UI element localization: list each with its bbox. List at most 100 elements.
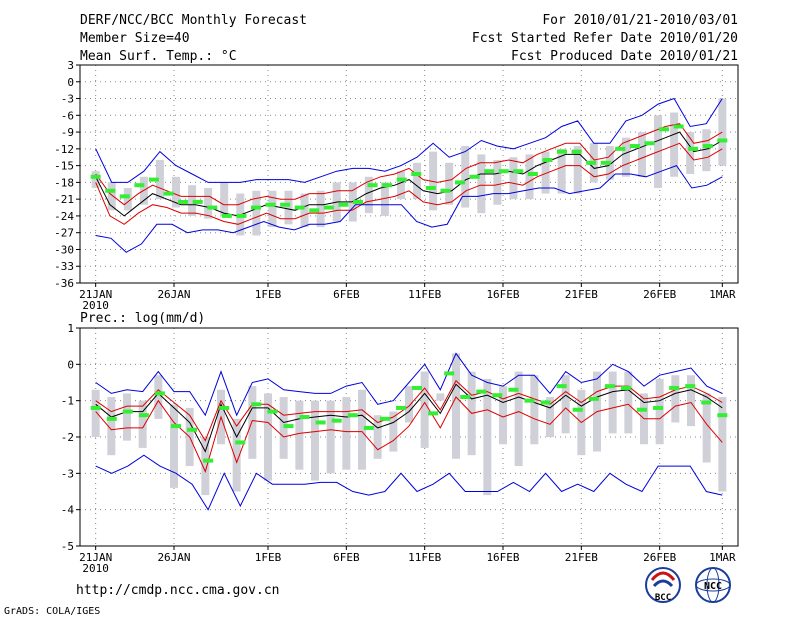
climatology-marker (701, 400, 712, 405)
climatology-marker (508, 387, 519, 392)
climatology-marker (134, 183, 145, 188)
member-range-bar (530, 375, 539, 445)
member-range-bar (461, 146, 470, 208)
climatology-marker (148, 177, 159, 182)
y-tick-label: -27 (54, 227, 74, 240)
member-range-bar (525, 154, 534, 200)
y-tick-label: 0 (67, 76, 74, 89)
climatology-marker (280, 202, 291, 207)
series-lower-spread (95, 396, 723, 473)
climatology-marker (379, 416, 390, 421)
member-range-bar (621, 137, 630, 177)
member-range-bar (608, 371, 617, 434)
member-range-bar (655, 378, 664, 445)
member-range-bar (264, 393, 272, 481)
climatology-marker (221, 213, 232, 218)
climatology-marker (283, 424, 294, 429)
member-range-bar (541, 151, 550, 194)
plot-frame (79, 64, 739, 284)
source-url: http://cmdp.ncc.cma.gov.cn (76, 583, 280, 598)
member-range-bar (252, 190, 261, 236)
x-tick-label: 1FEB (255, 288, 282, 301)
member-range-bar (204, 187, 213, 219)
y-tick-label: -30 (54, 243, 74, 256)
x-tick-label: 16FEB (486, 551, 519, 564)
y-tick-label: -3 (61, 93, 74, 106)
member-range-bar (170, 404, 178, 488)
member-range-bar (420, 371, 429, 448)
climatology-marker (203, 458, 214, 463)
member-range-bar (295, 400, 304, 470)
x-tick-label: 6FEB (333, 551, 360, 564)
member-range-bar (445, 162, 454, 205)
y-tick-label: -6 (61, 109, 74, 122)
climatology-marker (688, 146, 699, 151)
member-range-bar (232, 418, 241, 492)
x-tick-label: 26FEB (643, 551, 676, 564)
member-range-bar (373, 415, 382, 459)
member-range-bar (624, 371, 633, 434)
x-tick-label: 21JAN (79, 551, 112, 564)
member-range-bar (342, 397, 351, 470)
climatology-marker (444, 371, 455, 376)
member-range-bar (670, 112, 679, 177)
climatology-marker (717, 413, 728, 418)
climatology-marker (119, 194, 130, 199)
climatology-marker (395, 405, 406, 410)
ncc-logo-latitude (695, 578, 731, 592)
climatology-marker (572, 407, 583, 412)
member-range-bar (268, 190, 277, 228)
member-range-bar (509, 157, 518, 200)
climatology-marker (556, 384, 567, 389)
fcst-produced-date: Fcst Produced Date 2010/01/21 (511, 49, 738, 64)
climatology-marker (171, 424, 182, 429)
member-range-bar (671, 375, 680, 423)
climatology-marker (455, 180, 466, 185)
member-range-bar (493, 160, 502, 205)
x-tick-label: 1MAR (709, 288, 736, 301)
climatology-marker (178, 199, 189, 204)
climatology-marker (265, 202, 276, 207)
member-range-bar (546, 397, 554, 437)
member-range-bar (413, 162, 422, 200)
climatology-marker (460, 395, 471, 400)
x-tick-label: 1MAR (709, 551, 736, 564)
climatology-marker (106, 416, 117, 421)
y-tick-label: -5 (61, 540, 74, 553)
x-tick-label: 26JAN (157, 551, 190, 564)
member-range-bar (172, 176, 181, 208)
y-tick-label: -1 (61, 395, 74, 408)
climatology-marker (717, 138, 728, 143)
climatology-marker (440, 188, 451, 193)
series-ensemble-mean (95, 131, 723, 217)
climatology-marker (659, 127, 670, 132)
climatology-marker (557, 149, 568, 154)
series-upper-spread (95, 379, 723, 442)
x-tick-label: 11FEB (408, 551, 441, 564)
climatology-marker (669, 385, 680, 390)
climatology-marker (315, 420, 326, 425)
climatology-marker (644, 141, 655, 146)
climatology-marker (524, 398, 535, 403)
climatology-marker (219, 405, 230, 410)
climatology-marker (347, 413, 358, 418)
climatology-marker (251, 402, 262, 407)
member-range-bar (499, 386, 507, 445)
x-year-label: 2010 (82, 299, 109, 312)
member-range-bar (123, 393, 131, 441)
climatology-marker (236, 213, 247, 218)
y-tick-label: -18 (54, 176, 74, 189)
climatology-marker (382, 183, 393, 188)
climatology-marker (571, 149, 582, 154)
climatology-marker (309, 208, 320, 213)
climatology-marker (207, 205, 218, 210)
x-tick-label: 26FEB (643, 288, 676, 301)
member-range-bar (248, 386, 257, 459)
ncc-logo-text: NCC (704, 581, 722, 592)
climatology-marker (187, 427, 198, 432)
y-tick-label: -33 (54, 260, 74, 273)
series-maximum (95, 97, 723, 183)
climatology-marker (588, 396, 599, 401)
climatology-marker (492, 393, 503, 398)
